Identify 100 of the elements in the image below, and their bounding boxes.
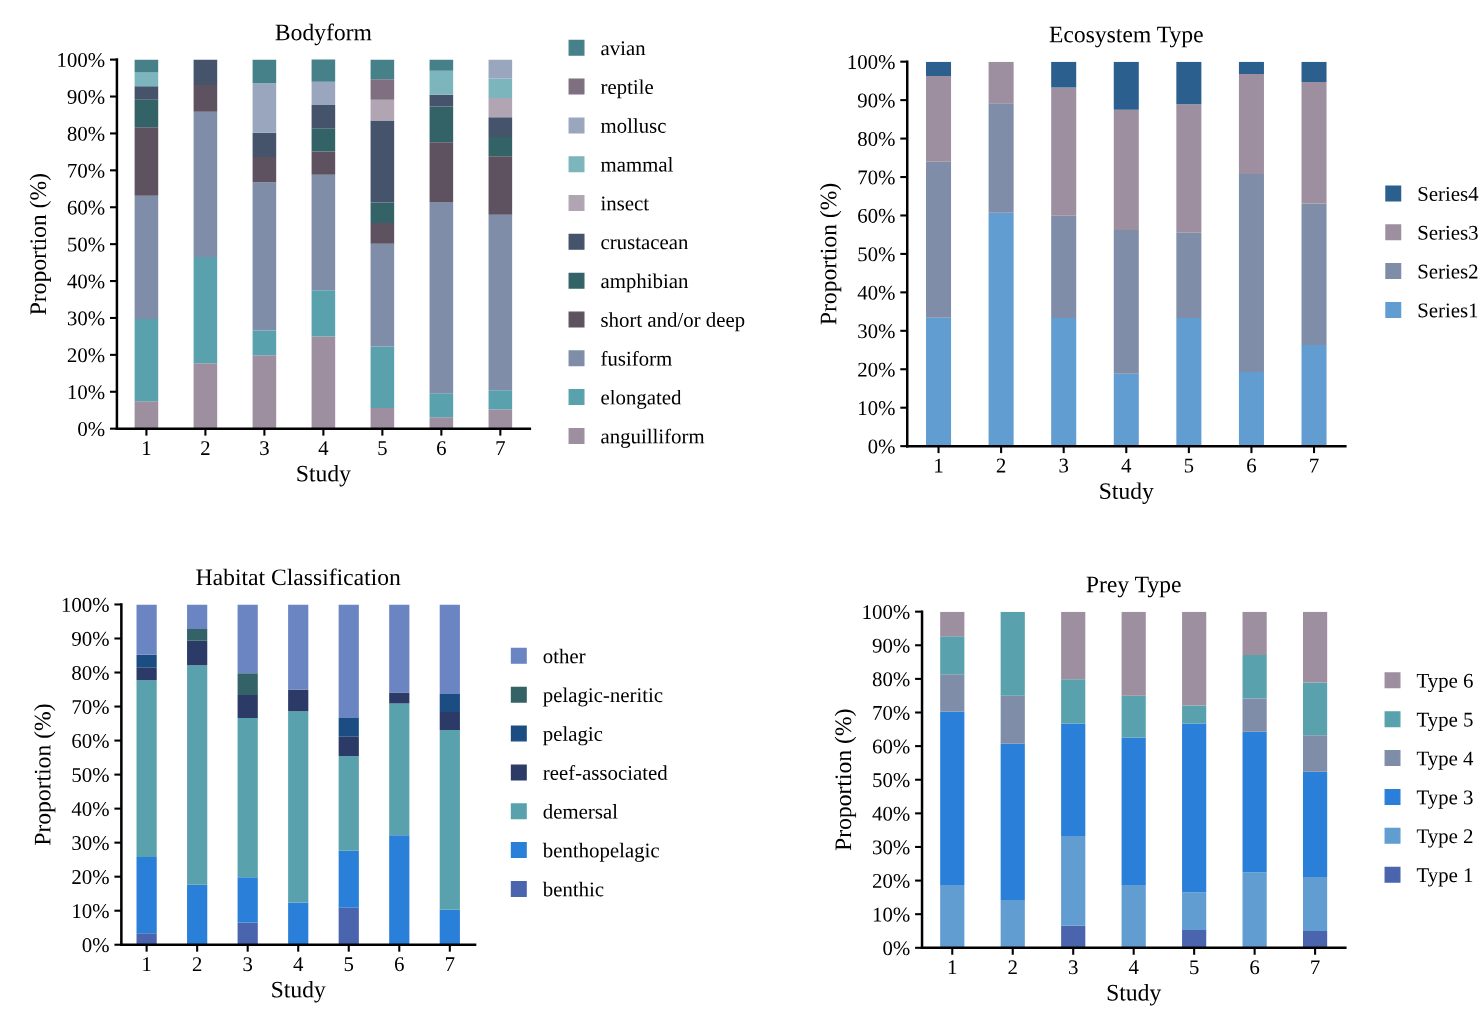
bar [926,61,952,76]
y-axis-title: Proportion (%) [29,174,51,315]
bar [429,142,454,203]
bar [252,132,277,158]
bar [429,202,454,394]
bar [1051,215,1077,319]
bar [1000,900,1025,948]
bar [439,693,460,712]
bar [1000,743,1025,901]
bar [370,99,395,121]
y-tick-label: 80% [67,126,105,141]
bar [134,401,159,429]
bar [1182,611,1207,706]
bar [136,667,157,681]
y-tick-label: 0% [868,439,895,454]
bar [1238,73,1264,174]
y-tick-label: 100% [62,597,109,612]
legend-label: benthopelagic [542,842,659,862]
legend-label: Type 3 [1416,790,1473,809]
bar [136,856,157,934]
y-tick-label: 30% [67,311,105,326]
chart-title: Bodyform [275,23,372,46]
bar [429,70,454,95]
y-tick-label: 100% [58,53,105,68]
bar [187,665,208,885]
bar [134,127,159,196]
bar [311,151,336,175]
bar [187,640,208,666]
bar [1113,109,1139,231]
legend-label: reptile [600,79,653,99]
legend-label: Type 2 [1416,829,1473,848]
y-tick-label: 0% [883,941,910,956]
bar [1302,735,1328,772]
bar [940,711,965,885]
y-tick-label: 0% [78,422,105,437]
bar [439,604,460,694]
bar [193,111,218,258]
bar [1113,373,1139,447]
bar [370,120,395,203]
bar [988,61,1014,104]
bar [288,711,309,903]
bar [237,604,258,674]
bar [1242,731,1267,873]
bar [252,59,277,84]
bar [370,202,395,224]
bar [1242,698,1267,732]
bar [338,604,359,719]
bar [488,214,513,391]
bar [338,907,359,945]
bar [439,711,460,731]
x-tick-label: 1 [143,957,151,971]
bar [1121,884,1146,948]
legend-label: other [543,648,586,664]
bar [1051,61,1077,88]
bar [370,79,395,100]
bar [338,718,359,737]
x-tick-label: 2 [192,957,202,971]
bar [1301,61,1327,83]
bar [311,105,336,129]
bar [237,673,258,695]
bar [237,718,258,878]
legend-label: short and/or deep [601,312,745,332]
bar [488,409,513,429]
chart-title: Prey Type [1086,576,1181,598]
legend-label: benthic [542,881,604,897]
y-axis-title: Proportion (%) [834,709,857,851]
y-tick-label: 30% [72,836,109,851]
y-tick-label: 60% [858,208,895,223]
bar [439,730,460,910]
bar [1121,737,1146,885]
bar [311,81,336,106]
x-tick-label: 7 [1310,458,1319,473]
y-tick-label: 40% [71,802,109,817]
bar [429,393,454,418]
bar [1061,723,1086,836]
bar [1176,61,1202,105]
x-tick-label: 4 [293,957,304,971]
bar [1113,230,1139,374]
legend-label: amphibian [601,273,689,293]
x-axis-title: Study [272,980,326,1003]
x-tick-label: 6 [437,441,446,456]
bar [1051,87,1077,216]
bar [488,390,513,410]
y-tick-label: 40% [67,274,105,289]
y-tick-label: 70% [68,163,105,178]
bar [429,94,454,107]
bar [1302,876,1328,932]
bar [488,78,513,99]
legend-label: pelagic [543,726,603,746]
bar [1000,611,1025,696]
bar [389,604,410,693]
bar [1061,679,1086,724]
chart-title: Habitat Classification [196,568,401,586]
y-tick-label: 70% [858,170,895,185]
x-tick-label: 3 [260,441,269,456]
y-tick-label: 40% [857,285,895,300]
y-tick-label: 100% [863,605,910,620]
bar [338,850,359,908]
bar [1061,925,1086,948]
bar [252,330,277,356]
